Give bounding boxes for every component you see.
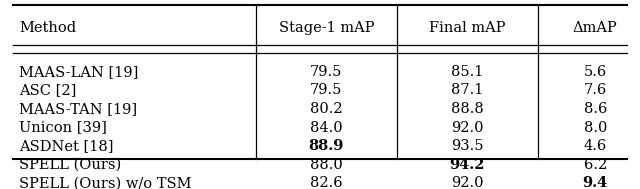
Text: SPELL (Ours) w/o TSM: SPELL (Ours) w/o TSM [19, 177, 192, 189]
Text: 94.2: 94.2 [449, 158, 485, 172]
Text: 82.6: 82.6 [310, 177, 342, 189]
Text: 92.0: 92.0 [451, 177, 483, 189]
Text: Unicon [39]: Unicon [39] [19, 121, 107, 135]
Text: 5.6: 5.6 [584, 65, 607, 79]
Text: 92.0: 92.0 [451, 121, 483, 135]
Text: 6.2: 6.2 [584, 158, 607, 172]
Text: 88.9: 88.9 [308, 139, 344, 153]
Text: 88.8: 88.8 [451, 102, 484, 116]
Text: 85.1: 85.1 [451, 65, 483, 79]
Text: 80.2: 80.2 [310, 102, 342, 116]
Text: MAAS-LAN [19]: MAAS-LAN [19] [19, 65, 139, 79]
Text: 87.1: 87.1 [451, 83, 483, 97]
Text: ΔmAP: ΔmAP [573, 21, 618, 35]
Text: 79.5: 79.5 [310, 65, 342, 79]
Text: 88.0: 88.0 [310, 158, 343, 172]
Text: MAAS-TAN [19]: MAAS-TAN [19] [19, 102, 138, 116]
Text: Final mAP: Final mAP [429, 21, 506, 35]
Text: 84.0: 84.0 [310, 121, 342, 135]
Text: Stage-1 mAP: Stage-1 mAP [278, 21, 374, 35]
Text: 8.6: 8.6 [584, 102, 607, 116]
Text: 4.6: 4.6 [584, 139, 607, 153]
Text: 8.0: 8.0 [584, 121, 607, 135]
Text: Method: Method [19, 21, 76, 35]
Text: 9.4: 9.4 [582, 177, 608, 189]
Text: ASDNet [18]: ASDNet [18] [19, 139, 114, 153]
Text: 93.5: 93.5 [451, 139, 483, 153]
Text: 79.5: 79.5 [310, 83, 342, 97]
Text: 7.6: 7.6 [584, 83, 607, 97]
Text: SPELL (Ours): SPELL (Ours) [19, 158, 122, 172]
Text: ASC [2]: ASC [2] [19, 83, 77, 97]
